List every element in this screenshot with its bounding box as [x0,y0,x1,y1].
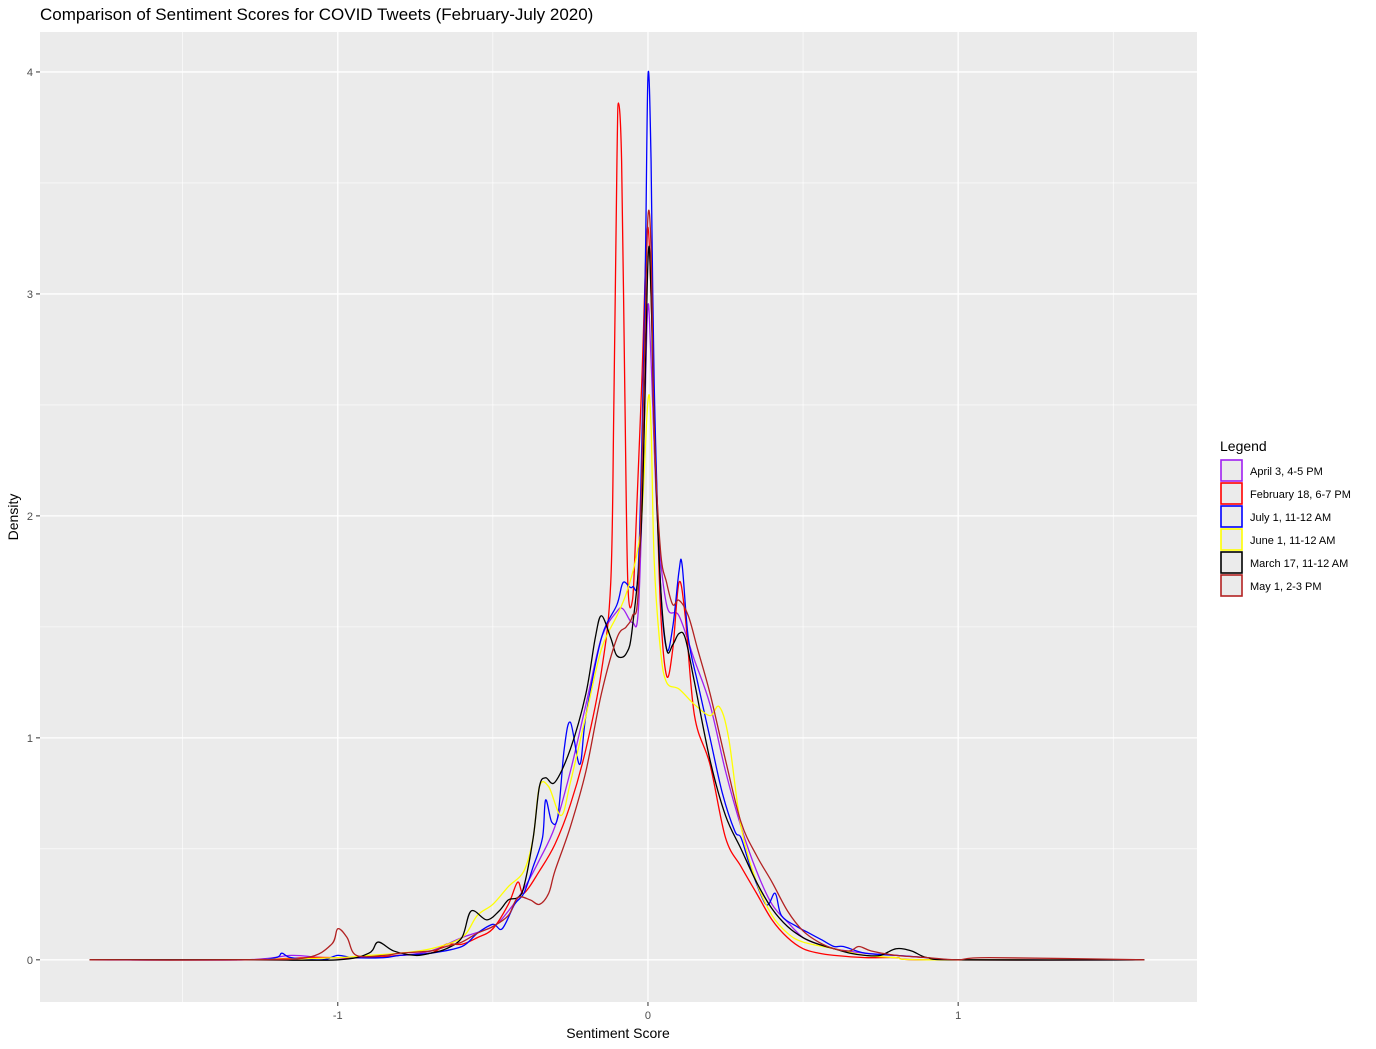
legend-item: March 17, 11-12 AM [1220,551,1348,574]
legend-key [1220,505,1243,528]
legend-key [1220,459,1243,482]
legend-item: February 18, 6-7 PM [1220,482,1351,505]
series-line-february-18-6-7-pm [89,102,1145,961]
legend-label: April 3, 4-5 PM [1250,466,1323,478]
legend-label: May 1, 2-3 PM [1250,581,1322,593]
legend-item: June 1, 11-12 AM [1220,528,1335,551]
x-tick-label: 0 [645,1010,651,1022]
legend-label: March 17, 11-12 AM [1250,558,1348,570]
legend-label: July 1, 11-12 AM [1250,512,1331,524]
y-tick-label: 0 [27,955,33,967]
y-tick-label: 4 [27,67,33,79]
legend-item: July 1, 11-12 AM [1220,505,1331,528]
legend-key [1220,574,1243,597]
legend: Legend April 3, 4-5 PM February 18, 6-7 P… [1220,438,1351,597]
y-tick-label: 1 [27,733,33,745]
y-tick-label: 2 [27,511,33,523]
legend-key [1220,482,1243,505]
legend-label: February 18, 6-7 PM [1250,489,1351,501]
legend-item: April 3, 4-5 PM [1220,459,1323,482]
x-tick-label: -1 [333,1010,343,1022]
density-lines [89,70,1145,961]
legend-title: Legend [1220,438,1267,454]
x-tick-label: 1 [955,1010,961,1022]
plot-panel [40,32,1197,1002]
x-axis-ticks: -1 0 1 [333,1002,961,1022]
y-axis-ticks: 0 1 2 3 4 [27,67,40,967]
series-line-may-1-2-3-pm [89,209,1145,961]
legend-key [1220,528,1243,551]
legend-label: June 1, 11-12 AM [1250,535,1335,547]
legend-item: May 1, 2-3 PM [1220,574,1322,597]
y-axis-title: Density [5,494,21,541]
y-tick-label: 3 [27,289,33,301]
x-axis-title: Sentiment Score [566,1025,670,1041]
series-line-march-17-11-12-am [89,245,1145,961]
legend-key [1220,551,1243,574]
chart-title: Comparison of Sentiment Scores for COVID… [40,5,593,24]
minor-gridlines [40,32,1197,1002]
